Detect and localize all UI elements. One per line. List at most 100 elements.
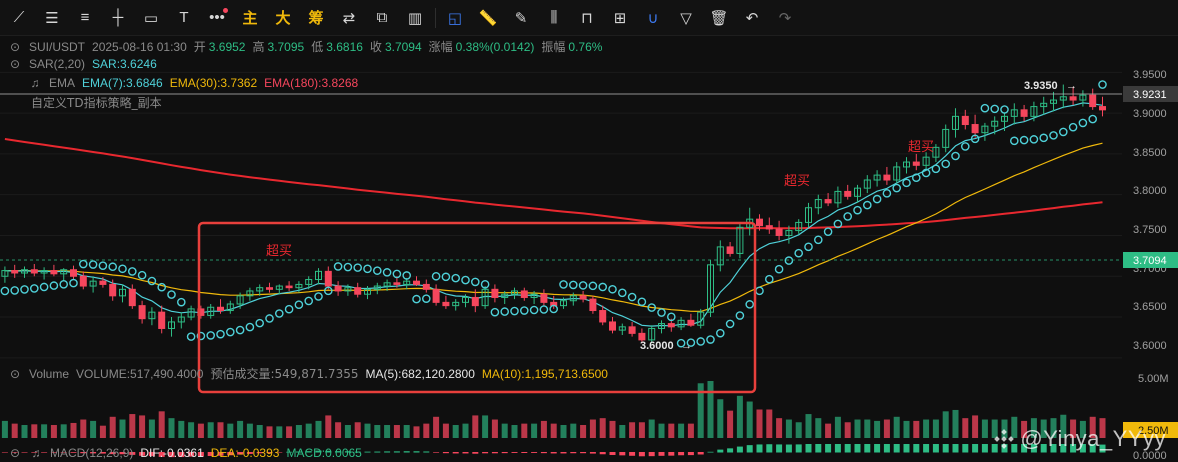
macd-bar bbox=[687, 452, 694, 456]
candle-body bbox=[863, 179, 871, 189]
volume-bar bbox=[727, 410, 734, 438]
macd-name[interactable]: MACD(12,26,9) bbox=[50, 446, 134, 460]
volume-bar bbox=[413, 426, 420, 438]
chip-indicator-button[interactable]: 筹 bbox=[308, 9, 324, 27]
low-arrow-icon: → bbox=[681, 340, 692, 352]
sar-info-row: ⊙ SAR(2,20) SAR:3.6246 bbox=[8, 57, 164, 71]
rectangle-icon[interactable]: ▭ bbox=[143, 9, 159, 27]
candle-body bbox=[422, 283, 430, 290]
candles-icon[interactable]: ⫼ bbox=[550, 9, 558, 26]
sar-dot bbox=[529, 305, 539, 315]
candle-body bbox=[991, 120, 999, 127]
ema180-path bbox=[4, 138, 1103, 230]
volume-bar bbox=[119, 419, 126, 438]
price-tick-2: 3.8500 bbox=[1133, 147, 1167, 159]
volume-bar bbox=[364, 423, 371, 438]
eye-icon[interactable]: ⊞ bbox=[613, 9, 627, 27]
volume-bar bbox=[217, 422, 224, 438]
bell-icon[interactable]: ♫ bbox=[30, 76, 40, 90]
macd-bar bbox=[60, 452, 67, 453]
sar-dot bbox=[696, 337, 706, 346]
volume-bar bbox=[1099, 418, 1106, 438]
sar-dot bbox=[588, 281, 598, 291]
collapse-icon[interactable]: ⊙ bbox=[9, 39, 21, 54]
brush-icon[interactable]: ✎ bbox=[514, 9, 528, 27]
candle-body bbox=[814, 199, 822, 209]
volume-bar bbox=[188, 422, 195, 438]
sar-dot bbox=[108, 262, 117, 272]
candle-body bbox=[1059, 96, 1067, 101]
candle-body bbox=[285, 285, 293, 289]
parallel-lines-icon[interactable]: ≡ bbox=[80, 9, 90, 26]
candle-body bbox=[373, 285, 381, 290]
sar-dot bbox=[970, 134, 980, 144]
collapse-icon[interactable]: ⊙ bbox=[9, 446, 21, 460]
price-axis[interactable]: 3.9500 3.9000 3.8500 3.8000 3.7500 3.700… bbox=[1123, 69, 1178, 462]
candle-body bbox=[775, 228, 783, 236]
sar-dots bbox=[0, 80, 1107, 348]
text-tool-icon[interactable]: T bbox=[179, 9, 189, 26]
trend-line-icon[interactable]: ⟋ bbox=[13, 9, 25, 26]
macd-bar bbox=[1011, 444, 1018, 453]
amplitude-label: 振幅 bbox=[541, 40, 566, 54]
high-value: 3.7095 bbox=[267, 39, 305, 54]
ruler-icon[interactable]: 📏 bbox=[478, 9, 498, 27]
volume-name[interactable]: Volume bbox=[29, 366, 70, 381]
collapse-icon[interactable]: ⊙ bbox=[9, 366, 21, 381]
sar-dot bbox=[323, 286, 333, 296]
cross-line-icon[interactable]: ┼ bbox=[112, 9, 124, 26]
horizontal-lines-icon[interactable]: ☰ bbox=[45, 9, 59, 27]
strategy-name[interactable]: 自定义TD指标策略_副本 bbox=[31, 96, 162, 110]
compare-icon[interactable]: ⧉ bbox=[376, 9, 388, 26]
delete-icon[interactable]: 🗑 bbox=[709, 9, 729, 27]
magnet-icon[interactable]: ∪ bbox=[647, 9, 659, 27]
macd-bar bbox=[413, 451, 420, 453]
ema30-line bbox=[4, 142, 1103, 313]
redo-icon[interactable]: ↷ bbox=[778, 9, 792, 27]
sar-name[interactable]: SAR(2,20) bbox=[29, 57, 86, 71]
sar-dot bbox=[98, 261, 108, 270]
cursor-icon[interactable]: ◱ bbox=[447, 9, 463, 27]
candle-body bbox=[844, 190, 852, 197]
ema-name[interactable]: EMA bbox=[49, 76, 76, 90]
candle-body bbox=[217, 306, 224, 312]
sar-dot bbox=[921, 168, 931, 178]
bell-icon[interactable]: ♫ bbox=[31, 446, 41, 460]
main-indicator-button[interactable]: 主 bbox=[242, 9, 258, 27]
big-indicator-button[interactable]: 大 bbox=[275, 9, 291, 27]
macd-bar bbox=[981, 444, 988, 453]
macd-bar bbox=[756, 444, 763, 453]
low-value: 3.6816 bbox=[326, 39, 363, 54]
candle-body bbox=[256, 287, 264, 292]
volume-bar bbox=[501, 423, 508, 438]
volume-bar bbox=[511, 425, 518, 438]
filter-icon[interactable]: ▽ bbox=[680, 9, 692, 27]
volume-bar bbox=[746, 401, 753, 438]
sar-dot bbox=[470, 277, 480, 287]
macd-bar bbox=[531, 452, 538, 453]
candle-body bbox=[903, 161, 910, 168]
macd-bar bbox=[344, 451, 351, 453]
macd-bar bbox=[1099, 444, 1106, 453]
candle-body bbox=[981, 125, 989, 134]
collapse-icon[interactable]: ⊙ bbox=[9, 57, 21, 71]
volume-bar bbox=[1011, 416, 1018, 438]
lock-icon[interactable]: ⊓ bbox=[581, 9, 593, 27]
more-tools-icon[interactable]: ••• bbox=[204, 5, 230, 31]
macd-bar bbox=[21, 452, 28, 453]
sar-dot bbox=[245, 322, 255, 332]
sar-dot bbox=[627, 292, 637, 302]
sar-dot bbox=[1019, 135, 1029, 145]
volume-bar bbox=[109, 416, 116, 438]
volume-bar bbox=[374, 425, 381, 438]
candle-body bbox=[491, 288, 499, 298]
price-chart[interactable]: 超买 超买 超买 3.9350 → 3.6000 → 3.9500 3.9000… bbox=[0, 36, 1178, 462]
bar-chart-icon[interactable]: ▥ bbox=[407, 9, 423, 27]
drawing-toolbar: ⟋ ☰ ≡ ┼ ▭ T ••• 主 大 筹 ⇄ ⧉ ▥ ◱ 📏 ✎ ⫼ ⊓ ⊞ … bbox=[0, 0, 1178, 36]
swap-icon[interactable]: ⇄ bbox=[342, 9, 356, 27]
volume-bar bbox=[854, 419, 861, 438]
volume-bar bbox=[207, 422, 214, 438]
volume-bar bbox=[1040, 419, 1047, 438]
undo-icon[interactable]: ↶ bbox=[745, 9, 759, 27]
sar-dot bbox=[461, 275, 470, 285]
